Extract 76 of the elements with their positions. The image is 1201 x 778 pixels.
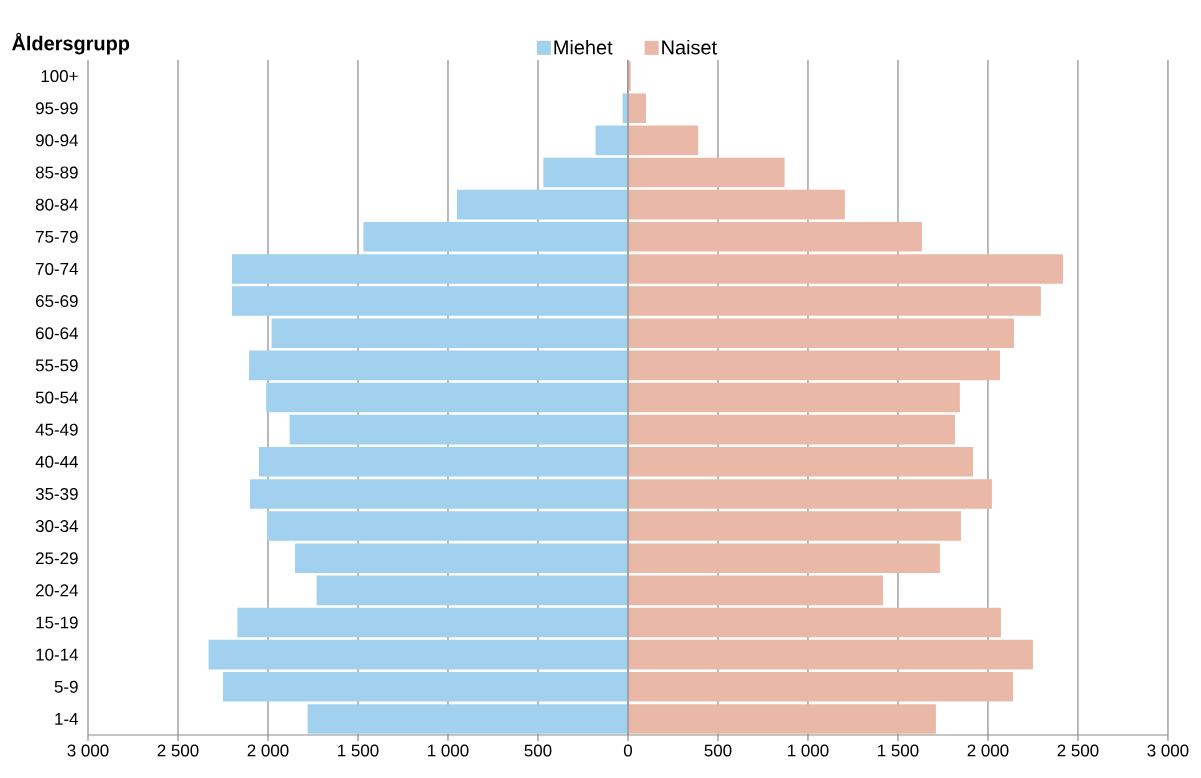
y-tick-label: 90-94 bbox=[35, 134, 78, 147]
bar bbox=[271, 318, 628, 348]
bar bbox=[249, 350, 628, 381]
bar bbox=[627, 639, 1033, 670]
x-tick-label: 1 000 bbox=[788, 744, 829, 757]
bar bbox=[456, 189, 628, 220]
y-tick-label: 70-74 bbox=[36, 262, 78, 275]
bar bbox=[627, 254, 1064, 284]
bar bbox=[627, 672, 1013, 702]
legend-label: Miehet bbox=[554, 39, 613, 55]
bar bbox=[231, 286, 628, 316]
y-tick-label: 40-44 bbox=[35, 455, 78, 468]
y-tick-label: 10-14 bbox=[36, 648, 78, 661]
y-tick-label: 15-19 bbox=[36, 616, 78, 629]
bar bbox=[627, 704, 936, 734]
x-tick-label: 500 bbox=[524, 744, 552, 757]
bar bbox=[363, 222, 628, 252]
y-tick-label: 50-54 bbox=[35, 391, 78, 404]
y-tick-label: 25-29 bbox=[36, 552, 78, 565]
y-tick-label: 1-4 bbox=[55, 713, 78, 725]
x-tick-label: 3 000 bbox=[67, 744, 109, 757]
bar bbox=[249, 479, 628, 509]
bar bbox=[266, 382, 628, 413]
bar bbox=[294, 543, 628, 573]
bar bbox=[222, 672, 628, 702]
bar bbox=[627, 414, 956, 445]
y-tick-label: 55-59 bbox=[35, 359, 78, 372]
bar bbox=[595, 125, 628, 156]
x-tick-label: 2 000 bbox=[247, 744, 289, 757]
bar bbox=[627, 479, 992, 509]
bar bbox=[289, 414, 628, 445]
y-tick-label: 95-99 bbox=[35, 102, 78, 115]
x-tick-label: 3 000 bbox=[1147, 744, 1189, 757]
y-tick-label: 60-64 bbox=[36, 327, 78, 340]
x-tick-label: 500 bbox=[704, 744, 732, 757]
y-tick-label: 5-9 bbox=[54, 680, 78, 693]
bar bbox=[237, 607, 628, 638]
bar bbox=[627, 125, 699, 156]
y-axis-title: Åldersgrupp bbox=[12, 32, 130, 55]
bar bbox=[543, 157, 628, 188]
y-tick-label: 75-79 bbox=[36, 230, 78, 243]
bar bbox=[316, 575, 628, 606]
bar bbox=[627, 350, 1001, 381]
bar bbox=[307, 704, 628, 734]
bar bbox=[231, 254, 628, 284]
y-tick-label: 65-69 bbox=[36, 295, 78, 308]
bar bbox=[627, 607, 1001, 638]
x-tick-label: 2 500 bbox=[157, 744, 199, 757]
y-tick-label: 20-24 bbox=[36, 584, 78, 597]
bar bbox=[627, 575, 884, 606]
x-tick-label: 1 500 bbox=[338, 744, 379, 757]
y-tick-label: 85-89 bbox=[35, 166, 78, 179]
bar bbox=[267, 511, 628, 541]
y-tick-label: 30-34 bbox=[35, 520, 78, 533]
bar bbox=[627, 382, 960, 413]
bar bbox=[627, 447, 974, 477]
y-tick-label: 80-84 bbox=[35, 198, 78, 211]
bar bbox=[627, 222, 922, 252]
bar bbox=[627, 286, 1041, 316]
bar bbox=[627, 157, 785, 188]
bar bbox=[627, 189, 845, 220]
x-tick-label: 0 bbox=[623, 744, 633, 757]
x-tick-label: 2 500 bbox=[1057, 744, 1099, 757]
bar bbox=[627, 93, 646, 123]
x-tick-label: 1 500 bbox=[878, 744, 919, 757]
bar bbox=[208, 639, 628, 670]
bar bbox=[627, 318, 1014, 348]
x-tick-label: 2 000 bbox=[967, 744, 1009, 757]
y-tick-label: 100+ bbox=[41, 70, 78, 83]
bar bbox=[627, 543, 940, 573]
legend-label: Naiset bbox=[662, 39, 717, 55]
x-tick-label: 1 000 bbox=[428, 744, 469, 757]
y-tick-label: 35-39 bbox=[35, 487, 78, 500]
bar bbox=[258, 447, 628, 477]
y-tick-label: 45-49 bbox=[35, 423, 78, 436]
bar bbox=[627, 511, 961, 541]
